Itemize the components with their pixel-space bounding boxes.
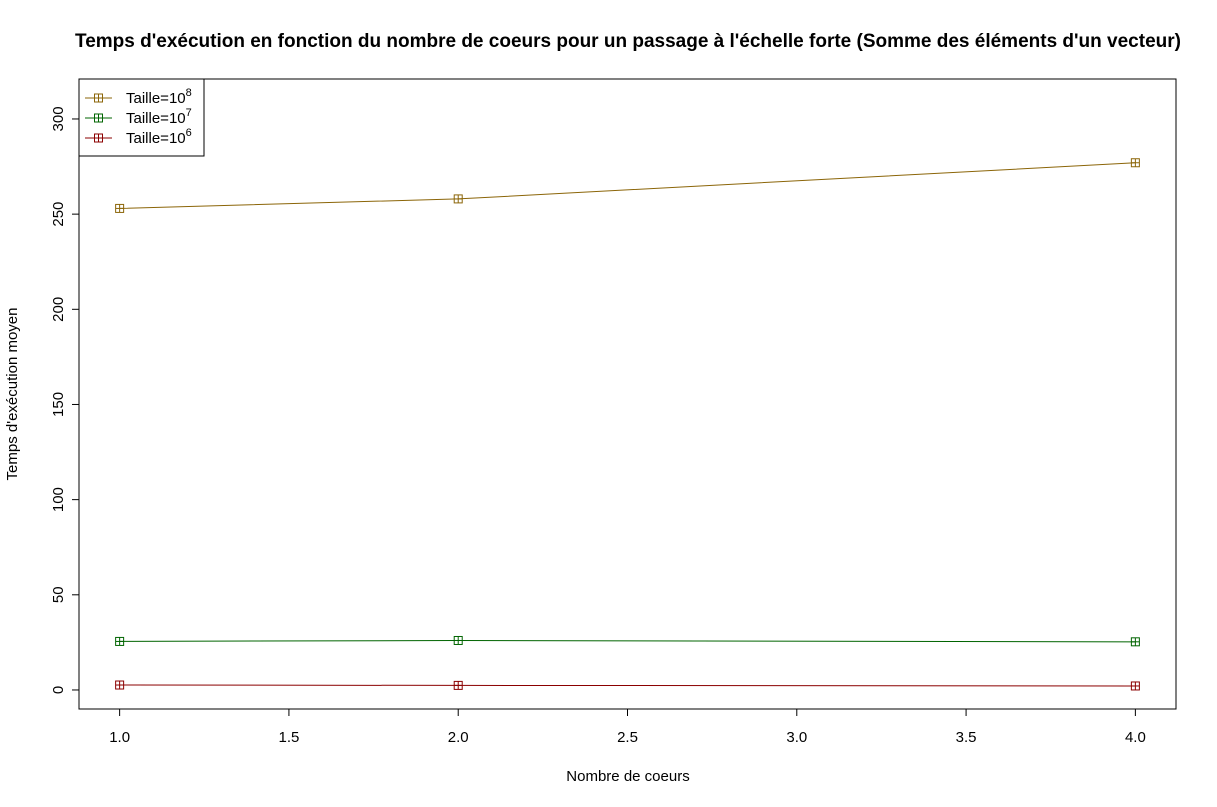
x-tick-label: 3.0 (786, 729, 807, 746)
data-point (1130, 637, 1140, 647)
legend-marker (94, 93, 103, 103)
x-tick-label: 2.5 (617, 729, 638, 746)
data-point (453, 635, 463, 645)
legend-marker (94, 113, 103, 123)
chart-title: Temps d'exécution en fonction du nombre … (75, 31, 1181, 52)
legend-item: Taille=107 (85, 107, 192, 127)
data-point (453, 194, 463, 204)
legend-marker (94, 133, 103, 143)
series-line (119, 162, 1136, 209)
y-tick-label: 200 (50, 297, 67, 322)
y-tick-label: 300 (50, 106, 67, 131)
data-point (115, 680, 125, 690)
y-tick-label: 250 (50, 202, 67, 227)
y-axis: 0 50 100 150 200 250 300 (50, 106, 80, 694)
data-point (453, 680, 463, 690)
series-line (119, 684, 1136, 687)
x-tick-label: 3.5 (956, 729, 977, 746)
series-layer (115, 158, 1140, 691)
y-tick-label: 150 (50, 392, 67, 417)
x-axis: 1.0 1.5 2.0 2.5 3.0 3.5 4.0 (109, 708, 1146, 746)
legend-label: Taille=107 (126, 107, 192, 127)
plot-frame (78, 78, 1177, 710)
series-1 (115, 635, 1140, 647)
x-axis-label: Nombre de coeurs (566, 768, 689, 785)
legend-item: Taille=106 (85, 127, 192, 147)
legend-item: Taille=108 (85, 87, 192, 107)
x-tick-label: 2.0 (448, 729, 469, 746)
data-point (115, 636, 125, 646)
x-tick-label: 1.0 (109, 729, 130, 746)
series-0 (115, 158, 1140, 213)
data-point (1130, 158, 1140, 168)
data-point (1130, 681, 1140, 691)
data-point (115, 203, 125, 213)
legend-label: Taille=108 (126, 87, 192, 107)
x-tick-label: 1.5 (278, 729, 299, 746)
y-tick-label: 50 (50, 586, 67, 603)
x-tick-label: 4.0 (1125, 729, 1146, 746)
y-tick-label: 0 (50, 686, 67, 694)
y-tick-label: 100 (50, 487, 67, 512)
series-2 (115, 680, 1140, 691)
y-axis-label: Temps d'exécution moyen (4, 308, 21, 481)
series-line (119, 639, 1136, 643)
legend-label: Taille=106 (126, 127, 192, 147)
